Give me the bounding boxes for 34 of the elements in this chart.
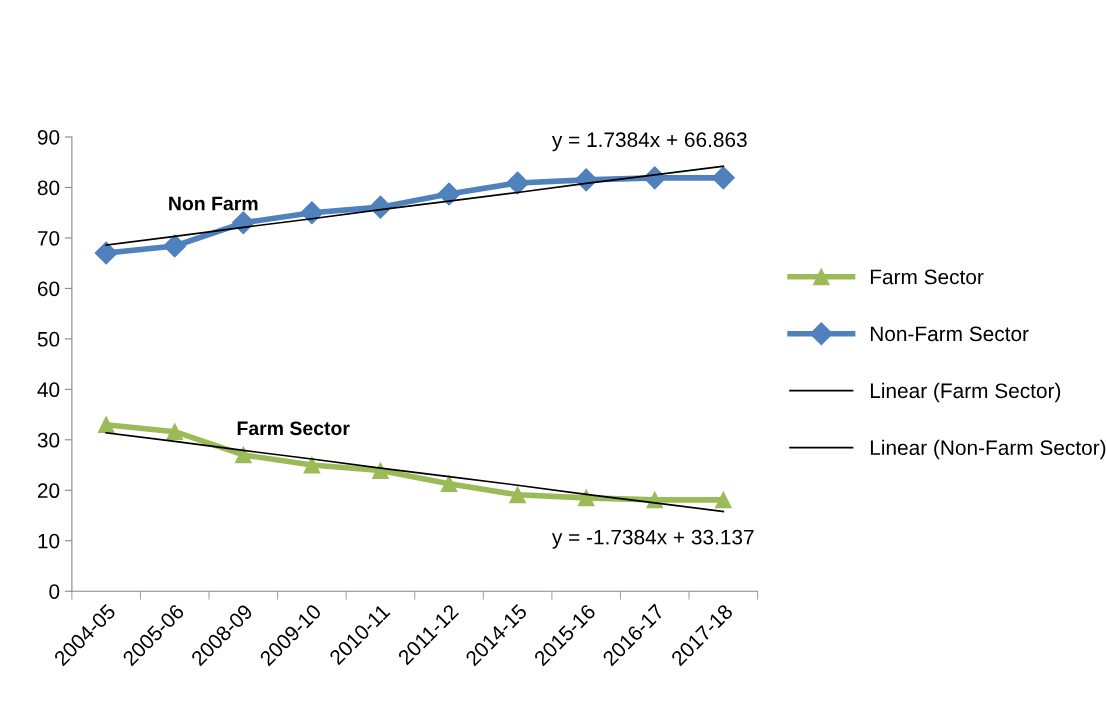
point [166, 423, 184, 441]
legend-label: Linear (Non-Farm Sector) [870, 439, 1106, 460]
y-tick-label: 80 [37, 180, 60, 196]
point [372, 462, 389, 479]
y-tick-label: 50 [37, 331, 60, 347]
point [711, 166, 735, 190]
annotation: y = 1.7384x + 66.863 [551, 132, 747, 152]
point [94, 241, 118, 265]
point [231, 211, 255, 235]
y-tick-label: 90 [37, 129, 60, 145]
legend-label: Linear (Farm Sector) [870, 382, 1061, 403]
y-tick-label: 40 [37, 382, 60, 398]
annotation: Non Farm [169, 196, 258, 211]
point [97, 416, 115, 434]
point [509, 486, 526, 504]
y-tick-label: 70 [37, 230, 60, 246]
point [234, 446, 252, 464]
point [437, 182, 461, 206]
point [303, 456, 321, 474]
annotation: Farm Sector [237, 421, 350, 436]
point [506, 171, 530, 195]
point [577, 489, 595, 507]
y-tick-label: 0 [49, 584, 60, 599]
y-tick-label: 60 [37, 281, 60, 297]
legend-label: Non-Farm Sector [870, 326, 1029, 342]
legend-label: Farm Sector [870, 269, 984, 285]
y-tick-label: 30 [37, 432, 60, 448]
y-tick-label: 20 [37, 483, 60, 499]
point [163, 234, 187, 258]
annotation: y = -1.7384x + 33.137 [551, 529, 754, 549]
point [440, 475, 458, 493]
point [714, 491, 732, 509]
y-tick-label: 10 [38, 533, 60, 549]
point [300, 201, 324, 225]
